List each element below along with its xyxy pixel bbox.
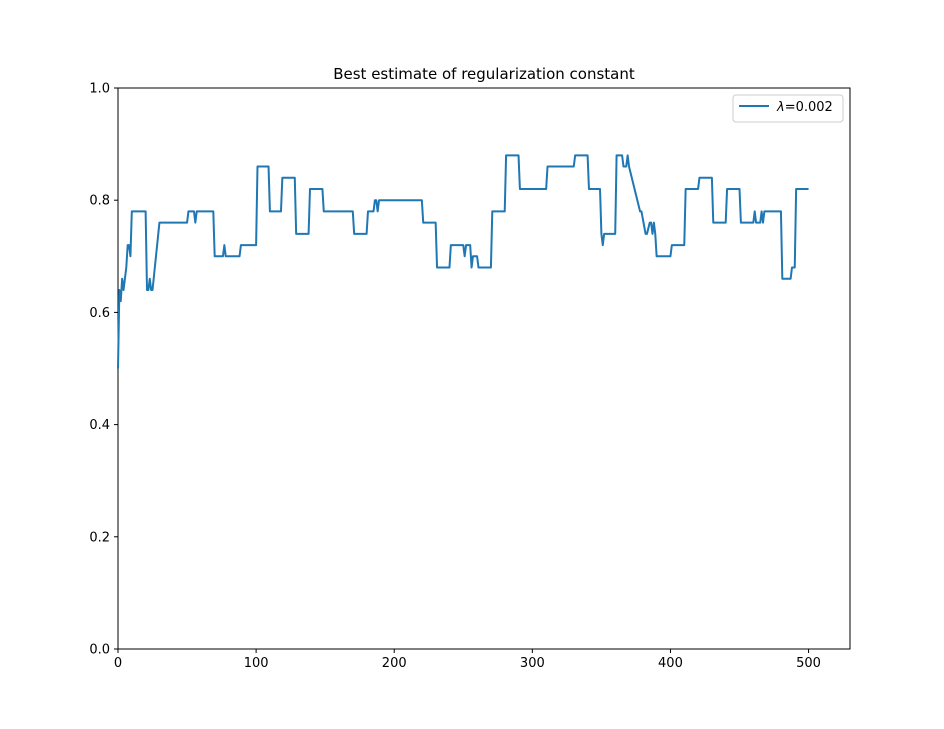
x-axis: 0 100 200 300 400 500: [114, 649, 821, 671]
x-tick-label: 100: [244, 656, 269, 671]
legend-box: [732, 94, 844, 123]
y-tick-label: 0.4: [89, 418, 110, 433]
y-tick-label: 0.2: [89, 530, 110, 545]
series-line: [117, 154, 809, 369]
x-tick-label: 300: [520, 656, 545, 671]
legend-label-lambda: λ: [776, 100, 785, 115]
x-tick-label: 500: [796, 656, 821, 671]
x-tick-label: 200: [382, 656, 407, 671]
x-tick-label: 0: [114, 656, 122, 671]
chart-title: Best estimate of regularization constant: [333, 65, 635, 83]
x-tick-label: 400: [658, 656, 683, 671]
legend: λ=0.002: [732, 94, 844, 123]
y-tick-label: 0.6: [89, 306, 110, 321]
y-axis: 0.0 0.2 0.4 0.6 0.8 1.0: [89, 82, 118, 658]
legend-label-value: =0.002: [785, 100, 833, 115]
y-tick-label: 0.0: [89, 643, 110, 658]
y-tick-label: 0.8: [89, 194, 110, 209]
legend-label: λ=0.002: [776, 100, 833, 115]
y-tick-label: 1.0: [89, 82, 110, 97]
series-layer: [117, 154, 809, 369]
